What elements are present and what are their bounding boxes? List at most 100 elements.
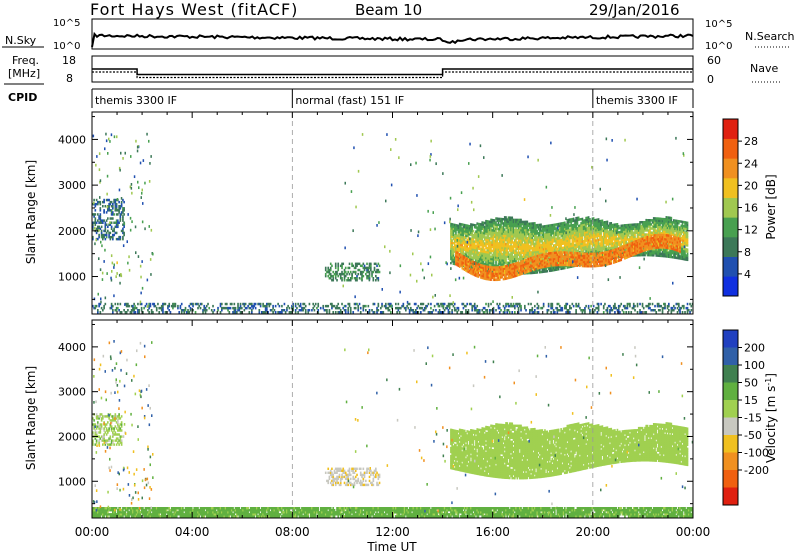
echo-cell: [111, 226, 113, 228]
echo-cell: [108, 205, 110, 207]
echo-cell: [332, 277, 334, 279]
echo-cell: [106, 211, 108, 213]
echo-cell: [562, 253, 564, 255]
echo-cell: [687, 228, 689, 230]
echo-cell: [342, 263, 344, 265]
echo-cell: [549, 265, 551, 267]
echo-cell: [588, 261, 590, 263]
echo-cell: [455, 232, 457, 234]
echo-cell: [547, 270, 549, 272]
echo-cell: [120, 219, 122, 221]
echo-cell: [117, 226, 119, 228]
echo-cell: [120, 236, 122, 238]
echo-cell: [102, 222, 104, 224]
echo-cell: [378, 277, 380, 279]
echo-cell: [97, 219, 99, 221]
echo-cell: [101, 226, 103, 228]
echo-cell: [369, 273, 371, 275]
echo-cell: [110, 232, 112, 234]
date-title: 29/Jan/2016: [589, 1, 680, 19]
echo-cell: [505, 259, 507, 261]
echo-cell: [346, 273, 348, 275]
echo-cell: [351, 277, 353, 279]
echo-cell: [374, 267, 376, 269]
echo-cell: [493, 262, 495, 264]
echo-cell: [335, 263, 337, 265]
echo-cell: [95, 213, 97, 215]
echo-cell: [350, 271, 352, 273]
echo-cell: [107, 226, 109, 228]
echo-cell: [123, 234, 125, 236]
echo-cell: [471, 228, 473, 230]
echo-cell: [118, 222, 120, 224]
echo-cell: [118, 201, 120, 203]
echo-cell: [120, 215, 122, 217]
echo-cell: [505, 216, 507, 218]
echo-cell: [337, 263, 339, 265]
echo-cell: [113, 234, 115, 236]
freq-tick-top: 18: [62, 54, 76, 67]
echo-cell: [355, 267, 357, 269]
echo-cell: [93, 199, 95, 201]
echo-cell: [106, 236, 108, 238]
echo-cell: [379, 265, 381, 267]
echo-cell: [95, 205, 97, 207]
echo-cell: [589, 245, 591, 247]
echo-cell: [349, 273, 351, 275]
echo-cell: [530, 269, 532, 271]
nave-tick-bottom: 0: [707, 73, 714, 86]
echo-cell: [370, 267, 372, 269]
echo-cell: [607, 221, 609, 223]
echo-cell: [359, 277, 361, 279]
echo-cell: [349, 267, 351, 269]
echo-cell: [569, 239, 571, 241]
echo-cell: [511, 239, 513, 241]
echo-cell: [336, 279, 338, 281]
nsky-trace: [92, 34, 693, 47]
nsky-panel: N.Sky 10^5 10^0 10^5 10^0 N.Search: [2, 18, 795, 52]
echo-cell: [95, 219, 97, 221]
echo-cell: [364, 265, 366, 267]
echo-cell: [373, 277, 375, 279]
echo-cell: [473, 230, 475, 232]
echo-cell: [101, 230, 103, 232]
nsky-label: N.Sky: [5, 34, 37, 47]
echo-cell: [345, 271, 347, 273]
echo-cell: [344, 277, 346, 279]
echo-cell: [123, 207, 125, 209]
cpid-label: CPID: [8, 91, 37, 104]
echo-cell: [577, 221, 579, 223]
echo-cell: [122, 215, 124, 217]
echo-cell: [687, 253, 689, 255]
echo-cell: [112, 205, 114, 207]
echo-cell: [123, 226, 125, 228]
echo-cell: [107, 217, 109, 219]
echo-cell: [332, 271, 334, 273]
echo-cell: [347, 271, 349, 273]
echo-cell: [122, 219, 124, 221]
echo-cell: [572, 252, 574, 254]
echo-cell: [352, 265, 354, 267]
echo-cell: [379, 271, 381, 273]
echo-cell: [100, 213, 102, 215]
echo-cell: [120, 207, 122, 209]
echo-cell: [600, 232, 602, 234]
echo-cell: [327, 267, 329, 269]
echo-cell: [687, 248, 689, 250]
echo-cell: [95, 209, 97, 211]
echo-cell: [371, 273, 373, 275]
echo-cell: [564, 267, 566, 269]
echo-cell: [97, 213, 99, 215]
echo-cell: [331, 265, 333, 267]
echo-cell: [345, 267, 347, 269]
echo-cell: [582, 236, 584, 238]
echo-cell: [357, 273, 359, 275]
echo-cell: [567, 252, 569, 254]
echo-cell: [103, 199, 105, 201]
echo-cell: [349, 263, 351, 265]
echo-cell: [123, 201, 125, 203]
echo-cell: [122, 236, 124, 238]
echo-cell: [102, 205, 104, 207]
